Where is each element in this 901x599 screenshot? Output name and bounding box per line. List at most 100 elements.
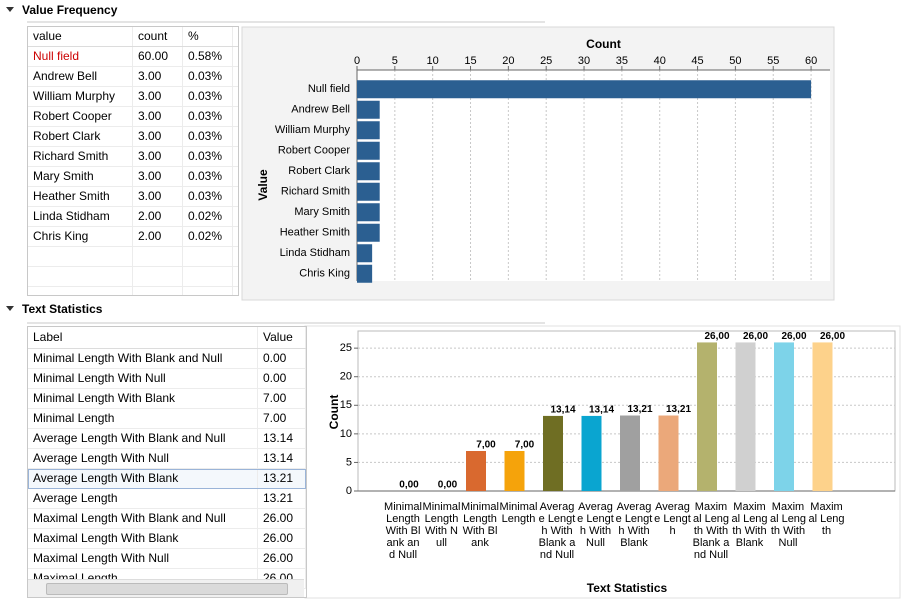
bar [357, 162, 380, 181]
table-cell: Minimal Length [28, 409, 258, 428]
table-cell: Maximal Length With Null [28, 549, 258, 568]
x-tick-label: Average Length [654, 501, 691, 537]
table-cell: Maximal Length With Blank [28, 529, 258, 548]
x-tick-label: 25 [540, 55, 552, 67]
bar [466, 451, 486, 491]
table-row: Maximal Length With Null 26.00 [28, 549, 306, 569]
table-cell: 3.00 [133, 67, 183, 86]
bar [357, 203, 380, 222]
statistics-table: Label Value Minimal Length With Blank and … [27, 326, 307, 598]
table-cell: 3.00 [133, 167, 183, 186]
table-row: Linda Stidham 2.00 0.02% [28, 207, 238, 227]
table-cell: Heather Smith [28, 187, 133, 206]
value-label: 13,14 [589, 405, 614, 416]
y-tick-label: William Murphy [275, 124, 351, 136]
bar [357, 141, 380, 160]
y-tick-label: Andrew Bell [291, 104, 350, 116]
bar [812, 342, 833, 491]
x-tick-label: 0 [354, 55, 360, 67]
bar [357, 244, 373, 263]
table-cell: 0.02% [183, 227, 233, 246]
empty-row [28, 287, 238, 295]
table-cell: 0.00 [258, 349, 306, 368]
table-cell: 0.03% [183, 87, 233, 106]
bar [357, 264, 373, 283]
table-row: Heather Smith 3.00 0.03% [28, 187, 238, 207]
empty-cell [133, 247, 183, 266]
scrollbar[interactable] [28, 579, 304, 597]
table-cell: 3.00 [133, 187, 183, 206]
y-tick-label: Robert Cooper [278, 145, 350, 157]
table-cell: 26.00 [258, 529, 306, 548]
table-row: Richard Smith 3.00 0.03% [28, 147, 238, 167]
table-cell: 26.00 [258, 549, 306, 568]
column-header: count [133, 27, 183, 46]
empty-cell [133, 267, 183, 286]
x-tick-label: 10 [427, 55, 439, 67]
bar [658, 415, 679, 491]
collapse-toggle[interactable] [6, 306, 14, 311]
table-cell: 13.14 [258, 429, 306, 448]
table-cell: Minimal Length With Null [28, 369, 258, 388]
value-label: 0,00 [438, 480, 458, 491]
bar [357, 121, 380, 140]
value-label: 0,00 [399, 480, 419, 491]
bar [735, 342, 756, 491]
empty-cell [183, 267, 233, 286]
empty-cell [28, 267, 133, 286]
x-tick-label: Maximal Length With Null [769, 501, 807, 549]
bar [620, 415, 640, 491]
bar [543, 415, 563, 491]
table-cell: Richard Smith [28, 147, 133, 166]
value-label: 13,21 [666, 404, 691, 415]
table-cell: 2.00 [133, 227, 183, 246]
table-row: Average Length With Blank and Null 13.14 [28, 429, 306, 449]
table-cell: Null field [28, 47, 133, 66]
empty-cell [133, 287, 183, 295]
table-row: Average Length With Null 13.14 [28, 449, 306, 469]
table-cell: 0.00 [258, 369, 306, 388]
table-row: Minimal Length With Null 0.00 [28, 369, 306, 389]
y-tick-label: 15 [340, 399, 352, 411]
x-tick-label: 40 [654, 55, 666, 67]
table-row: Average Length With Blank 13.21 [28, 469, 306, 489]
collapse-toggle[interactable] [6, 7, 14, 12]
table-cell: Andrew Bell [28, 67, 133, 86]
value-label: 13,21 [627, 404, 652, 415]
x-tick-label: Average Length With Blank [615, 501, 653, 549]
x-tick-label: Average Length With Null [577, 501, 614, 549]
table-cell: Average Length With Blank [28, 469, 258, 488]
y-tick-label: 5 [346, 456, 352, 468]
value-label: 26,00 [781, 331, 806, 342]
table-cell: Average Length With Blank and Null [28, 429, 258, 448]
x-tick-label: 55 [767, 55, 779, 67]
table-cell: 3.00 [133, 147, 183, 166]
table-cell: William Murphy [28, 87, 133, 106]
x-tick-label: 50 [729, 55, 741, 67]
y-tick-label: Heather Smith [280, 227, 350, 239]
x-axis-title: Count [586, 37, 621, 51]
column-header: Value [258, 327, 306, 348]
empty-row [28, 247, 238, 267]
y-tick-label: 20 [340, 371, 352, 383]
table-row: Minimal Length With Blank and Null 0.00 [28, 349, 306, 369]
table-cell: 13.14 [258, 449, 306, 468]
table-cell: Linda Stidham [28, 207, 133, 226]
section-title: Text Statistics [22, 302, 103, 316]
bar [357, 182, 380, 201]
header-row: Label Value [28, 327, 306, 349]
table-cell: Chris King [28, 227, 133, 246]
table-cell: 0.03% [183, 187, 233, 206]
scroll-thumb[interactable] [46, 583, 288, 595]
y-tick-label: Null field [308, 83, 350, 95]
table-cell: Robert Cooper [28, 107, 133, 126]
x-tick-label: Minimal Length With Null [422, 501, 461, 549]
y-tick-label: Mary Smith [294, 206, 350, 218]
y-tick-label: Linda Stidham [280, 247, 350, 259]
table-cell: 0.58% [183, 47, 233, 66]
value-label: 7,00 [476, 440, 496, 451]
table-cell: Maximal Length With Blank and Null [28, 509, 258, 528]
table-cell: 7.00 [258, 409, 306, 428]
bar [697, 342, 717, 491]
table-cell: 0.03% [183, 147, 233, 166]
